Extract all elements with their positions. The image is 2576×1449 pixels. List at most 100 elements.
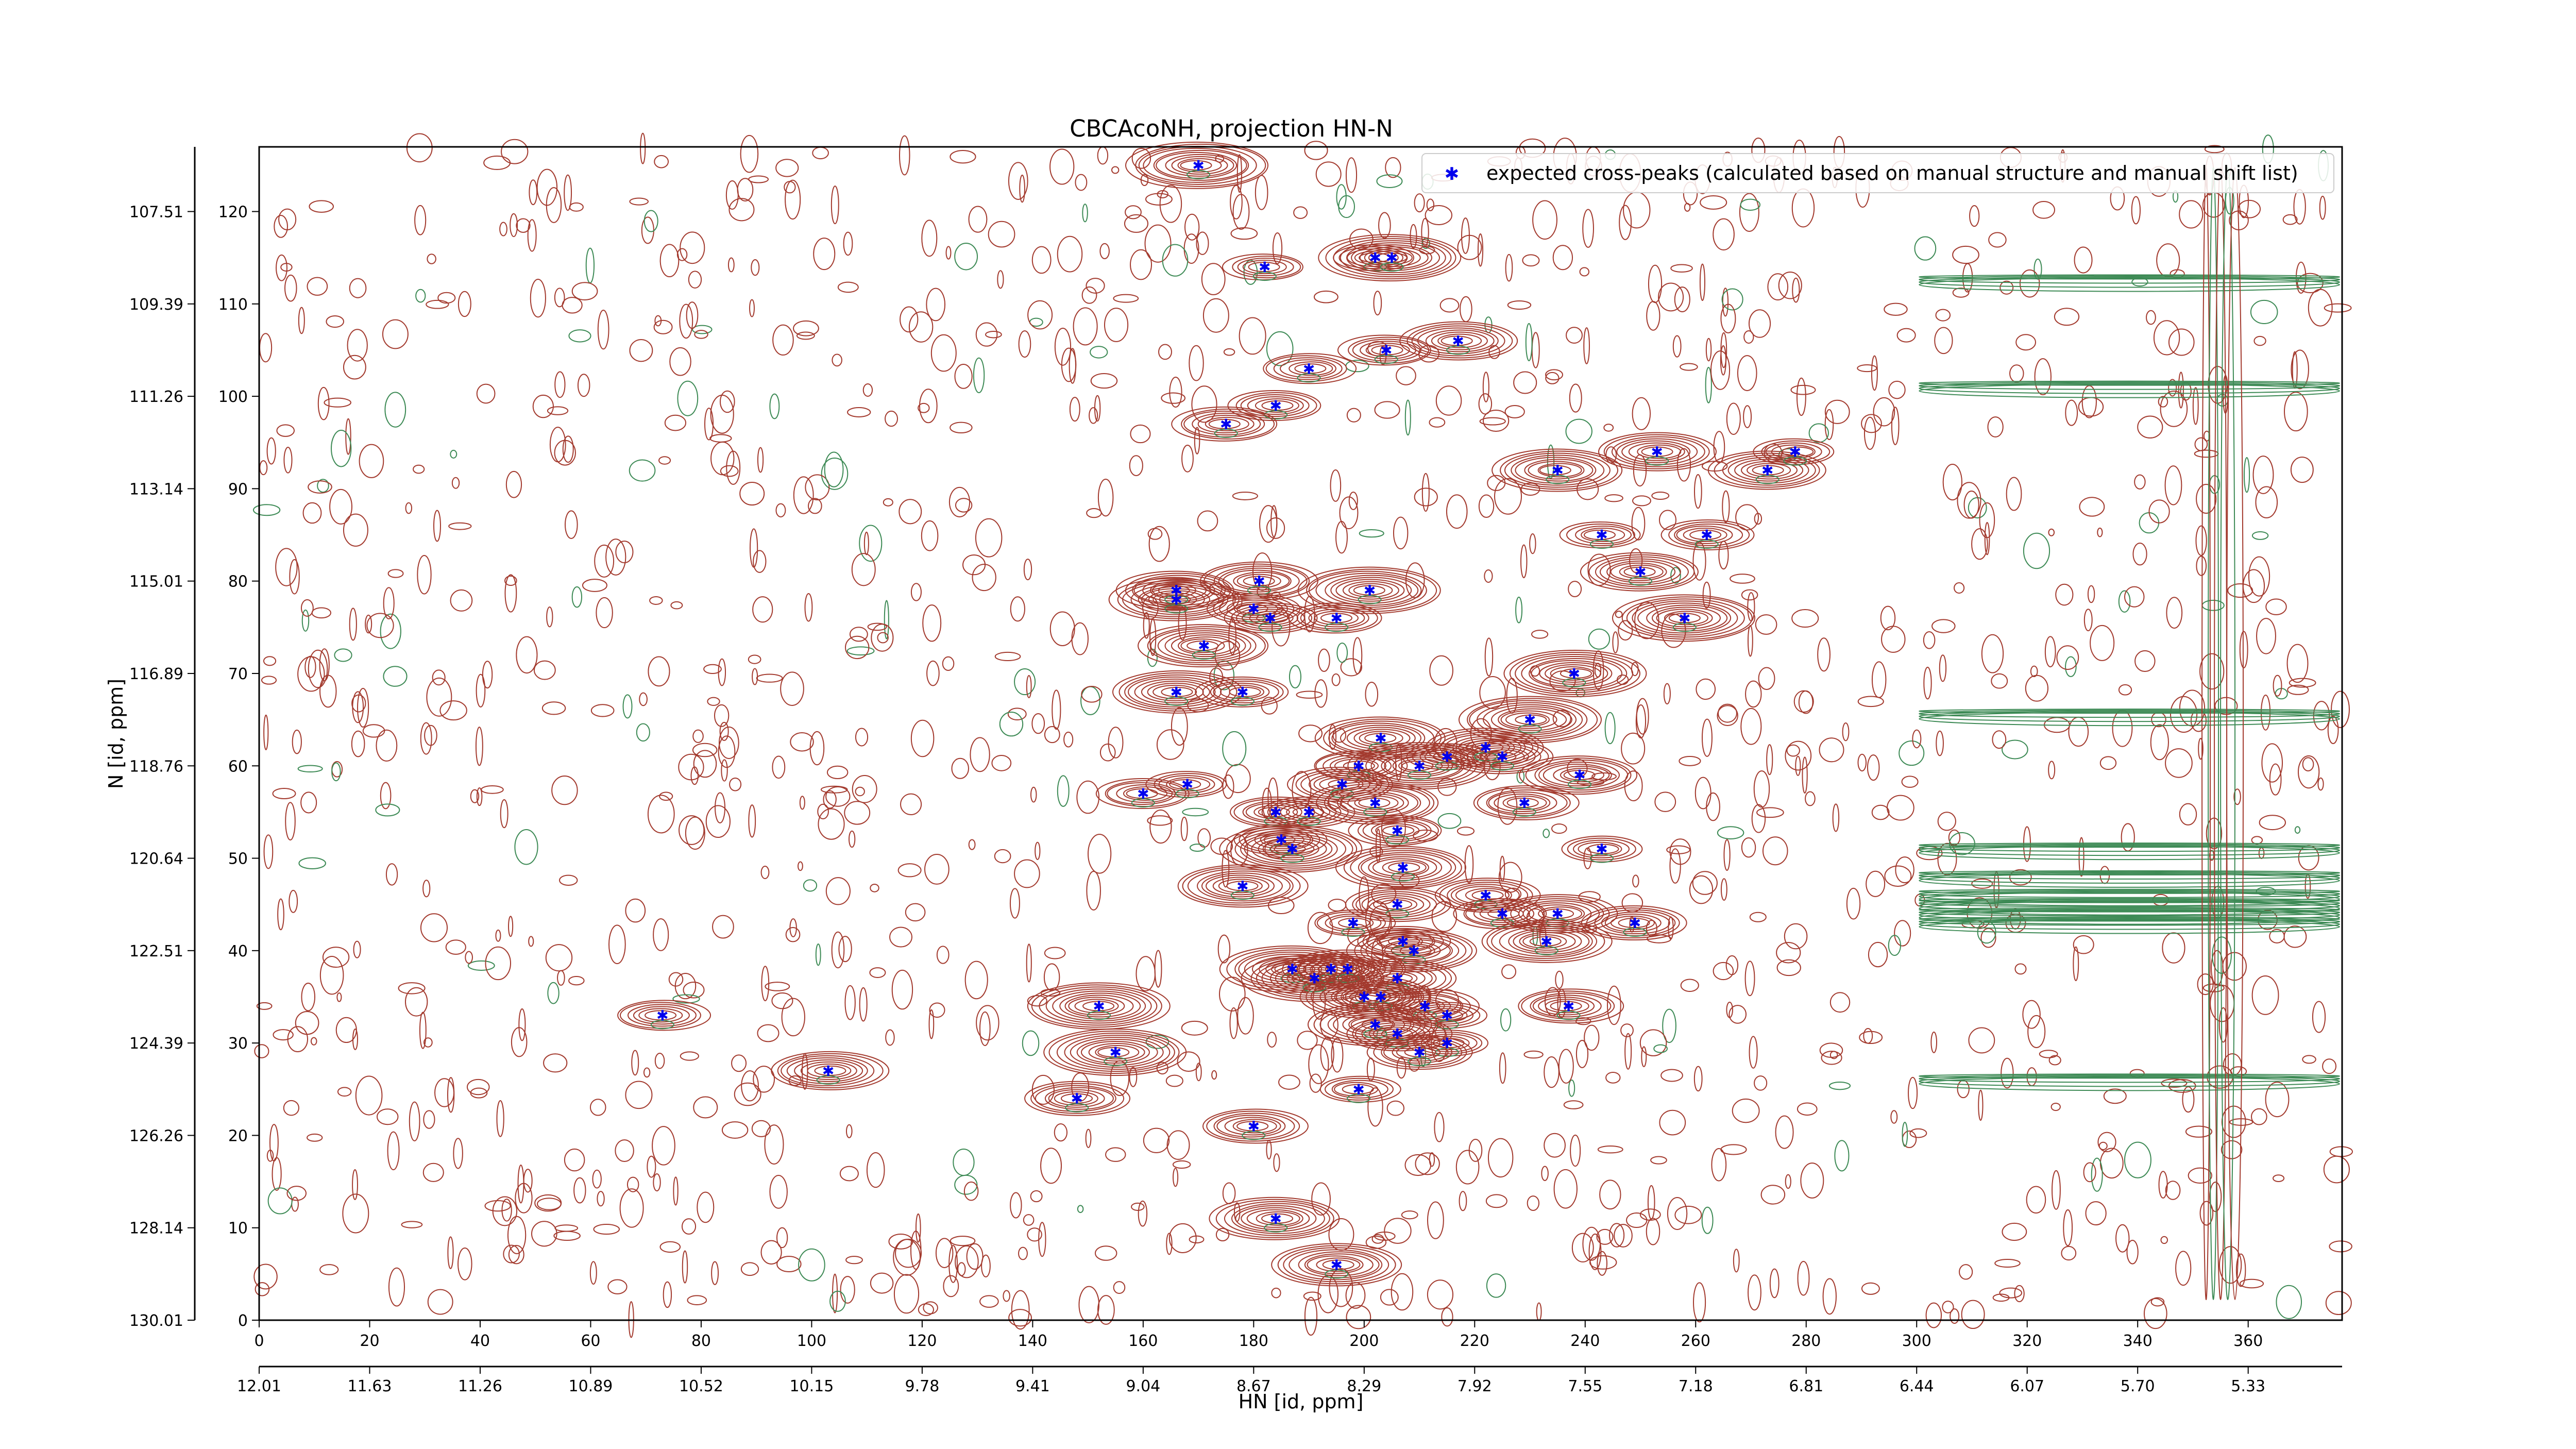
noise-contour bbox=[1739, 193, 1759, 232]
peak-contour bbox=[1352, 339, 1421, 362]
noise-contour bbox=[1988, 232, 2007, 248]
cross-peak-marker: ✱ bbox=[1540, 933, 1552, 950]
noise-contour bbox=[406, 133, 433, 163]
noise-contour bbox=[1888, 935, 1902, 956]
noise-contour bbox=[326, 315, 345, 328]
noise-contour bbox=[1008, 1309, 1032, 1327]
peak-contour bbox=[1273, 357, 1343, 380]
cross-peak-marker: ✱ bbox=[1551, 462, 1563, 479]
noise-contour bbox=[2272, 1174, 2285, 1183]
noise-contour bbox=[790, 732, 814, 752]
noise-contour bbox=[825, 877, 851, 905]
noise-contour bbox=[1156, 729, 1184, 760]
noise-contour bbox=[1500, 1008, 1512, 1032]
noise-contour bbox=[2083, 609, 2093, 632]
y-tick-label: 110 bbox=[218, 296, 248, 314]
x-ppm-tick-label: 12.01 bbox=[237, 1377, 281, 1395]
artifact-streak bbox=[1919, 381, 2340, 390]
peak-contour bbox=[1327, 1009, 1421, 1040]
noise-contour bbox=[781, 998, 805, 1037]
peak-negative-contour bbox=[1556, 1010, 1581, 1020]
noise-contour bbox=[740, 134, 759, 173]
noise-contour bbox=[1979, 502, 1995, 538]
noise-contour bbox=[1948, 829, 1961, 846]
noise-contour bbox=[1786, 744, 1800, 757]
cross-peak-marker: ✱ bbox=[1496, 905, 1508, 922]
noise-contour bbox=[718, 726, 739, 759]
noise-contour bbox=[649, 596, 663, 605]
peak-contour bbox=[1383, 1041, 1453, 1064]
noise-contour bbox=[629, 197, 649, 206]
noise-contour bbox=[298, 857, 326, 869]
peak-contour bbox=[1166, 777, 1211, 792]
noise-contour bbox=[926, 660, 940, 686]
noise-contour bbox=[844, 635, 870, 660]
peak-contour bbox=[1235, 606, 1305, 630]
peak-contour bbox=[1503, 649, 1647, 697]
peak-contour bbox=[1371, 345, 1403, 356]
noise-contour bbox=[1171, 707, 1188, 746]
noise-contour bbox=[398, 982, 426, 995]
noise-contour bbox=[1942, 464, 1962, 501]
noise-contour bbox=[1181, 1020, 1208, 1036]
peak-contour bbox=[1465, 902, 1535, 925]
noise-contour bbox=[1797, 1102, 1818, 1116]
noise-contour bbox=[1713, 218, 1735, 250]
x-tick-label: 280 bbox=[1791, 1332, 1821, 1350]
peak-contour bbox=[1498, 708, 1567, 731]
noise-contour bbox=[1111, 166, 1120, 174]
noise-contour bbox=[1582, 209, 1594, 248]
peak-contour bbox=[1408, 1001, 1440, 1012]
peak-contour bbox=[1529, 658, 1623, 689]
peak-contour bbox=[1484, 751, 1517, 762]
noise-contour bbox=[1544, 1056, 1560, 1088]
noise-contour bbox=[1650, 1156, 1667, 1165]
noise-contour bbox=[1672, 335, 1682, 358]
noise-contour bbox=[1315, 161, 1342, 187]
x-ppm-tick-label: 8.67 bbox=[1236, 1377, 1271, 1395]
noise-contour bbox=[317, 479, 329, 493]
noise-contour bbox=[799, 796, 805, 810]
peak-contour bbox=[1360, 341, 1417, 360]
peak-contour bbox=[1543, 764, 1612, 787]
cross-peak-marker: ✱ bbox=[1441, 1035, 1453, 1052]
noise-contour bbox=[1931, 619, 1956, 633]
peak-contour bbox=[1502, 795, 1547, 810]
peak-contour bbox=[1248, 262, 1280, 273]
noise-contour bbox=[253, 1263, 278, 1290]
noise-contour bbox=[859, 987, 868, 1022]
noise-contour bbox=[1161, 392, 1186, 404]
noise-contour bbox=[1614, 1224, 1633, 1248]
noise-contour bbox=[301, 983, 316, 1012]
noise-contour bbox=[1861, 414, 1882, 433]
noise-contour bbox=[1414, 487, 1438, 507]
peak-contour bbox=[1539, 662, 1608, 685]
peak-contour bbox=[1342, 581, 1399, 600]
noise-contour bbox=[845, 1256, 863, 1265]
noise-contour bbox=[2190, 709, 2207, 732]
peak-negative-contour bbox=[1534, 946, 1558, 955]
noise-contour bbox=[1730, 574, 1755, 584]
noise-contour bbox=[1147, 528, 1163, 540]
peak-contour bbox=[1621, 440, 1691, 463]
noise-contour bbox=[659, 244, 680, 277]
peak-contour bbox=[1335, 579, 1405, 602]
noise-contour bbox=[2150, 724, 2169, 761]
noise-contour bbox=[559, 874, 578, 886]
noise-contour bbox=[252, 504, 281, 516]
noise-contour bbox=[2052, 1170, 2061, 1210]
noise-contour bbox=[1044, 947, 1066, 959]
y-ppm-tick-label: 116.89 bbox=[129, 665, 183, 683]
peak-contour bbox=[1130, 584, 1225, 615]
peak-contour bbox=[1587, 844, 1619, 854]
peak-negative-contour bbox=[1104, 1057, 1128, 1067]
peak-contour bbox=[1391, 943, 1435, 958]
noise-contour bbox=[434, 1078, 455, 1107]
noise-contour bbox=[302, 502, 322, 524]
peak-contour bbox=[1236, 1121, 1269, 1132]
noise-contour bbox=[2168, 379, 2177, 397]
noise-contour bbox=[1604, 712, 1616, 745]
noise-contour bbox=[2192, 387, 2199, 425]
peak-contour bbox=[1253, 804, 1298, 819]
peak-contour bbox=[638, 1008, 683, 1023]
